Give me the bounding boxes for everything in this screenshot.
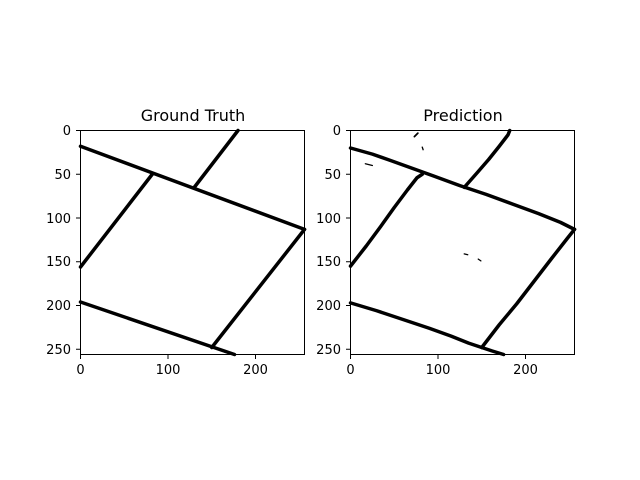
ground-truth-bottom-diagonal-line [78,300,237,357]
prediction-y-tick-label-50: 50 [324,168,341,183]
ground-truth-image [78,128,307,357]
prediction-left-vertical-line [348,172,424,268]
prediction-image-background [350,130,575,355]
prediction-x-axis: 0 100 200 [346,354,538,378]
prediction-right-vertical-line [480,227,577,350]
prediction-noise-fragment-5 [477,258,482,262]
prediction-noise-fragment-6 [380,156,387,161]
prediction-x-tick-label-0: 0 [346,363,354,378]
prediction-top-right-vertical-line [462,128,512,190]
ground-truth-top-right-vertical-line [192,128,240,190]
ground-truth-y-tick-label-100: 100 [46,212,71,227]
ground-truth-right-vertical-line [210,227,307,350]
ground-truth-x-tick-label-100: 100 [156,363,181,378]
ground-truth-y-tick-label-200: 200 [46,299,71,314]
prediction-y-tick-label-250: 250 [316,343,341,358]
ground-truth-y-tick-label-250: 250 [46,343,71,358]
prediction-image [348,128,577,357]
prediction-x-tick-label-200: 200 [513,363,538,378]
prediction-y-tick-label-200: 200 [316,299,341,314]
ground-truth-y-tick-label-50: 50 [54,168,71,183]
prediction-bottom-diagonal-line [348,301,506,357]
prediction-axes-frame [350,130,575,355]
ground-truth-axes-frame [80,130,305,355]
prediction-y-tick-label-0: 0 [333,124,341,139]
prediction-panel: Prediction 0 100 200 [316,106,577,378]
ground-truth-x-tick-label-200: 200 [243,363,268,378]
ground-truth-y-axis: 0 50 100 150 200 250 [46,124,81,358]
prediction-noise-fragment-3 [364,163,374,167]
ground-truth-x-tick-label-0: 0 [76,363,84,378]
prediction-y-tick-label-150: 150 [316,255,341,270]
ground-truth-image-background [80,130,305,355]
prediction-noise-fragment-1 [413,132,419,138]
prediction-x-tick-label-100: 100 [426,363,451,378]
ground-truth-panel: Ground Truth 0 100 200 0 50 [46,106,307,378]
ground-truth-y-tick-label-150: 150 [46,255,71,270]
ground-truth-y-tick-label-0: 0 [63,124,71,139]
ground-truth-left-vertical-line [78,172,154,269]
ground-truth-top-diagonal-line [78,144,307,232]
ground-truth-title: Ground Truth [141,106,246,125]
prediction-noise-fragment-4 [463,253,469,256]
prediction-y-tick-label-100: 100 [316,212,341,227]
prediction-noise-fragment-2 [421,146,424,151]
prediction-y-axis: 0 50 100 150 200 250 [316,124,351,358]
prediction-title: Prediction [423,106,502,125]
ground-truth-x-axis: 0 100 200 [76,354,268,378]
